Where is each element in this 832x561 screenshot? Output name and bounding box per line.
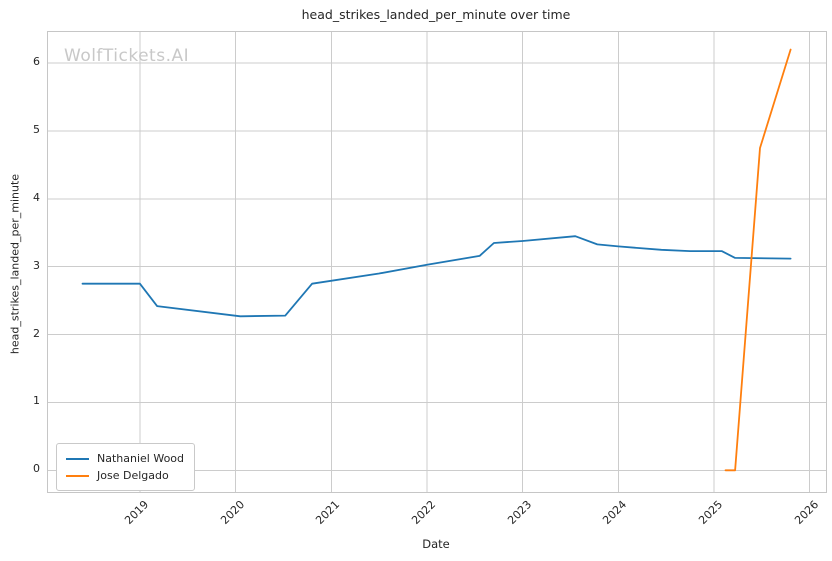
y-tick-label-6: 6	[33, 55, 40, 69]
legend-line-swatch-blue	[66, 457, 89, 460]
x-tick-label-2025: 2025	[696, 498, 726, 527]
x-tick-label-2023: 2023	[504, 498, 534, 527]
legend-label: Nathaniel Wood	[97, 452, 185, 465]
x-tick-label-2026: 2026	[791, 498, 821, 527]
x-tick-label-2019: 2019	[122, 498, 152, 527]
legend: Nathaniel Wood Jose Delgado	[56, 443, 196, 491]
y-tick-label-5: 5	[33, 123, 40, 137]
x-tick-label-2020: 2020	[217, 498, 247, 527]
legend-item-nathaniel-wood: Nathaniel Wood	[66, 450, 184, 467]
chart-canvas	[48, 32, 826, 492]
legend-item-jose-delgado: Jose Delgado	[66, 467, 184, 484]
watermark: WolfTickets.AI	[64, 46, 190, 66]
chart-title: head_strikes_landed_per_minute over time	[301, 7, 571, 22]
x-tick-label-2022: 2022	[409, 498, 439, 527]
y-tick-label-3: 3	[33, 258, 40, 272]
y-tick-label-1: 1	[33, 394, 40, 408]
y-tick-label-2: 2	[33, 326, 40, 340]
y-tick-label-0: 0	[33, 462, 40, 476]
legend-label: Jose Delgado	[97, 469, 169, 482]
plot-area: WolfTickets.AI Nathaniel Wood Jose Delga…	[47, 31, 827, 493]
x-axis-label: Date	[422, 537, 450, 551]
y-tick-label-4: 4	[33, 190, 40, 204]
x-tick-label-2024: 2024	[600, 498, 630, 527]
legend-line-swatch-orange	[66, 474, 89, 477]
x-tick-label-2021: 2021	[313, 498, 343, 527]
